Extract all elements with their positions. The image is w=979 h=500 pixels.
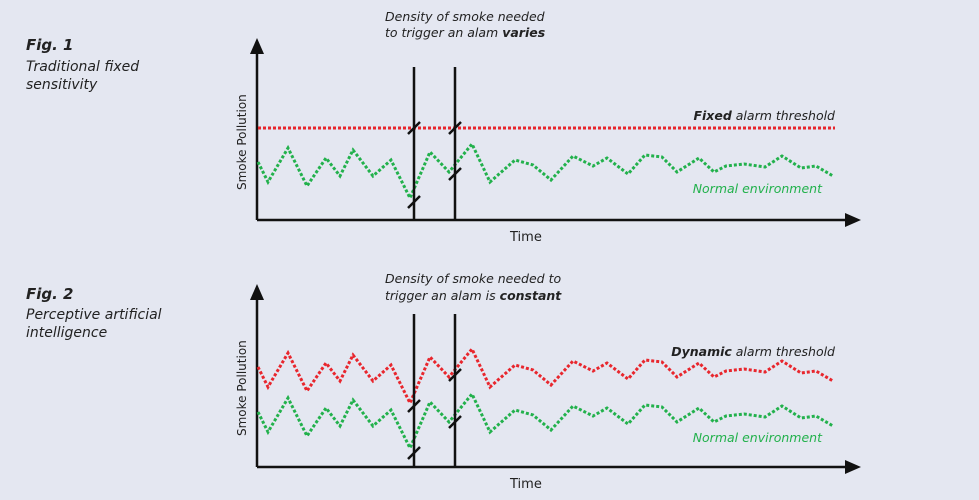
- fig-2-caption-line-1: Perceptive artificial: [26, 307, 162, 323]
- fig-1-caption-line-1: Traditional fixed: [26, 59, 139, 75]
- fig-2-note-line-1: Density of smoke needed to: [385, 271, 561, 286]
- fig-2-normal-environment-line: [256, 391, 834, 452]
- fig-2-note-line-2: trigger an alam is constant: [385, 288, 562, 303]
- fig-1-tick-mark: [407, 195, 421, 209]
- fig-2-y-label: Smoke Pollution: [235, 340, 249, 436]
- fig-1-tick-mark: [448, 167, 462, 181]
- fig-1-note-line-1: Density of smoke needed: [385, 9, 545, 24]
- fig-2-x-arrow: [845, 460, 861, 474]
- fig-2-tick-mark: [448, 368, 462, 382]
- fig-1-tick-mark: [448, 121, 462, 135]
- fig-2-label: Fig. 2: [26, 285, 73, 303]
- fig-2-x-label: Time: [509, 477, 542, 492]
- fig-1-y-label: Smoke Pollution: [235, 94, 249, 190]
- fig-2-dynamic-threshold-line: [256, 346, 834, 407]
- figure-2: Fig. 2 Perceptive artificial intelligenc…: [26, 271, 861, 492]
- fig-2-tick-mark: [448, 415, 462, 429]
- fig-1-tick-mark: [407, 121, 421, 135]
- fig-2-threshold-label: Dynamic alarm threshold: [671, 344, 835, 359]
- fig-2-tick-mark: [407, 446, 421, 460]
- fig-1-normal-label: Normal environment: [693, 181, 823, 196]
- fig-1-threshold-label: Fixed alarm threshold: [693, 108, 835, 123]
- fig-2-y-arrow: [250, 284, 264, 300]
- fig-2-caption-line-2: intelligence: [26, 325, 107, 341]
- fig-1-normal-environment-line: [256, 141, 834, 202]
- fig-1-x-label: Time: [509, 230, 542, 245]
- fig-2-normal-label: Normal environment: [693, 430, 823, 445]
- fig-2-tick-mark: [407, 399, 421, 413]
- fig-1-caption-line-2: sensitivity: [26, 77, 98, 93]
- fig-1-y-arrow: [250, 38, 264, 54]
- fig-1-x-arrow: [845, 213, 861, 227]
- fig-1-note-line-2: to trigger an alam varies: [385, 25, 545, 40]
- figure-1: Fig. 1 Traditional fixed sensitivity Den…: [26, 9, 861, 245]
- fig-1-label: Fig. 1: [26, 36, 73, 54]
